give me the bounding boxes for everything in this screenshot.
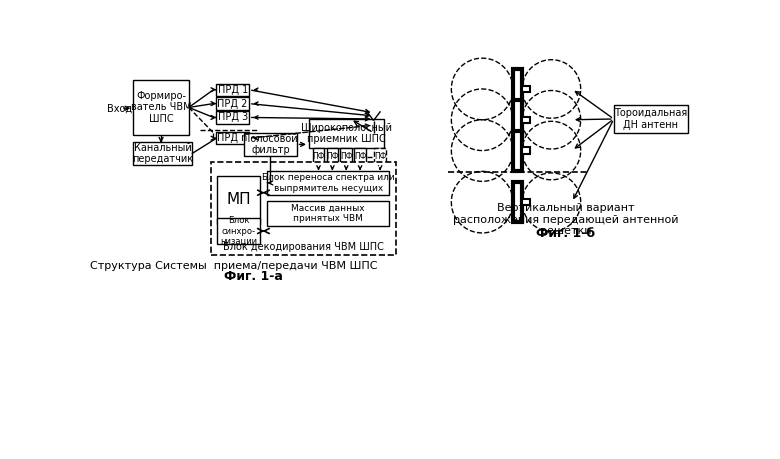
- Text: Массив данных
принятых ЧВМ: Массив данных принятых ЧВМ: [291, 204, 365, 224]
- Text: Широкополосный
приемник ШПС: Широкополосный приемник ШПС: [301, 123, 392, 145]
- Text: Тороидальная
ДН антенн: Тороидальная ДН антенн: [614, 108, 687, 130]
- FancyBboxPatch shape: [327, 148, 339, 165]
- Text: ПРД 3: ПРД 3: [218, 112, 248, 123]
- FancyBboxPatch shape: [217, 111, 249, 123]
- FancyBboxPatch shape: [614, 105, 688, 133]
- FancyBboxPatch shape: [522, 147, 530, 154]
- FancyBboxPatch shape: [340, 148, 352, 165]
- Text: ПФ: ПФ: [354, 152, 367, 161]
- Text: Блок декодирования ЧВМ ШПС: Блок декодирования ЧВМ ШПС: [223, 242, 384, 252]
- FancyBboxPatch shape: [217, 97, 249, 110]
- FancyBboxPatch shape: [217, 84, 249, 96]
- Text: Вертикальный вариант
расположения передающей антенной
решетки: Вертикальный вариант расположения переда…: [452, 203, 678, 236]
- Text: МП: МП: [226, 192, 250, 207]
- FancyBboxPatch shape: [268, 202, 389, 226]
- Text: ПФ: ПФ: [374, 152, 386, 161]
- Text: Фиг. 1-а: Фиг. 1-а: [224, 269, 283, 283]
- FancyBboxPatch shape: [513, 182, 522, 222]
- FancyBboxPatch shape: [133, 142, 192, 165]
- Text: Вход: Вход: [107, 103, 133, 113]
- FancyBboxPatch shape: [218, 176, 260, 224]
- Text: Канальный
передатчик: Канальный передатчик: [132, 143, 193, 164]
- Text: ПФ: ПФ: [312, 152, 324, 161]
- Text: Фиг. 1-б: Фиг. 1-б: [536, 227, 595, 240]
- FancyBboxPatch shape: [522, 86, 530, 92]
- FancyBboxPatch shape: [513, 130, 522, 171]
- FancyBboxPatch shape: [374, 148, 386, 165]
- FancyBboxPatch shape: [309, 119, 385, 148]
- FancyBboxPatch shape: [354, 148, 366, 165]
- FancyBboxPatch shape: [218, 218, 260, 245]
- Text: Полосовой
фильтр: Полосовой фильтр: [243, 134, 298, 155]
- FancyBboxPatch shape: [211, 162, 396, 254]
- Text: Блок
синхро-
низации: Блок синхро- низации: [220, 216, 257, 246]
- Text: Формиро-
ватель ЧВМ
ШПС: Формиро- ватель ЧВМ ШПС: [131, 91, 191, 124]
- FancyBboxPatch shape: [513, 100, 522, 140]
- Text: Структура Системы  приема/передачи ЧВМ ШПС: Структура Системы приема/передачи ЧВМ ШП…: [90, 261, 378, 271]
- Text: ПРД 1: ПРД 1: [218, 85, 248, 95]
- FancyBboxPatch shape: [522, 199, 530, 205]
- Text: ПФ: ПФ: [340, 152, 353, 161]
- FancyBboxPatch shape: [133, 80, 189, 135]
- FancyBboxPatch shape: [522, 117, 530, 123]
- FancyBboxPatch shape: [217, 132, 249, 145]
- FancyBboxPatch shape: [268, 171, 389, 195]
- Text: ПРД n: ПРД n: [218, 133, 248, 143]
- Text: ПФ: ПФ: [326, 152, 339, 161]
- Text: Блок переноса спектра или
выпрямитель несущих: Блок переноса спектра или выпрямитель не…: [262, 173, 395, 193]
- Text: ПРД 2: ПРД 2: [218, 99, 248, 109]
- FancyBboxPatch shape: [244, 133, 296, 156]
- FancyBboxPatch shape: [513, 69, 522, 109]
- FancyBboxPatch shape: [313, 148, 324, 165]
